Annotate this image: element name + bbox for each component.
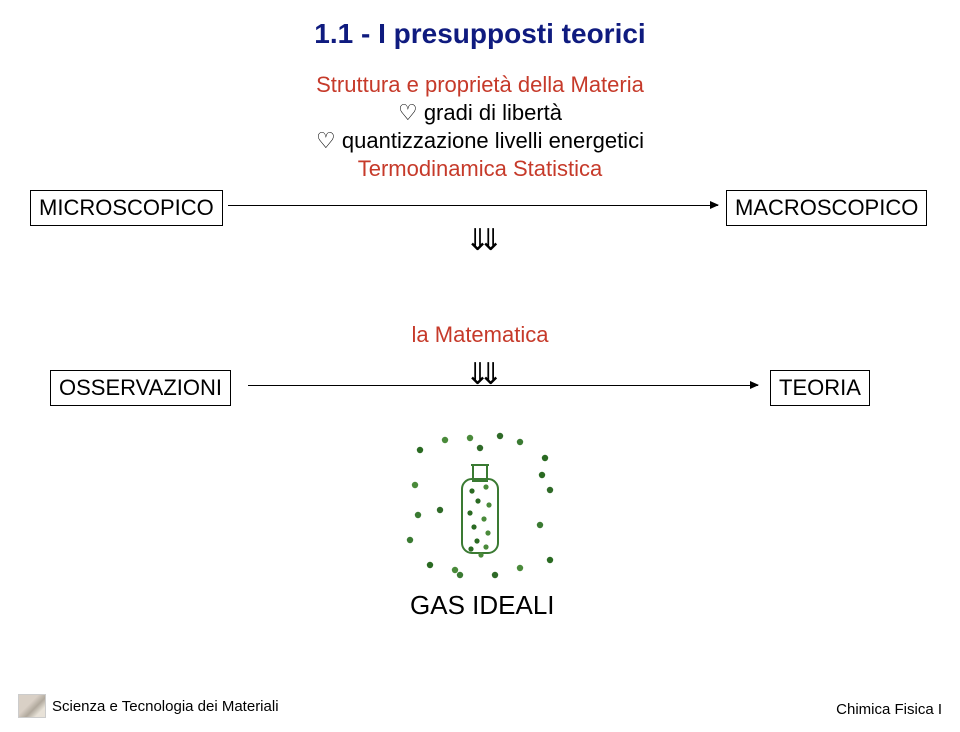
page-title: 1.1 - I presupposti teorici <box>230 18 730 50</box>
box-teoria-label: TEORIA <box>779 375 861 400</box>
box-macroscopico: MACROSCOPICO <box>726 190 927 226</box>
gas-ideali-label: GAS IDEALI <box>410 590 555 621</box>
footer-left-text: Scienza e Tecnologia dei Materiali <box>52 698 279 715</box>
arrow-osserv-to-teoria <box>248 385 758 386</box>
double-down-arrow-2: ⇓⇓ <box>465 360 491 390</box>
matematica-label: la Matematica <box>370 322 590 348</box>
bottle-illustration <box>400 430 560 580</box>
intro-line-0: Struttura e proprietà della Materia <box>260 72 700 98</box>
box-teoria: TEORIA <box>770 370 870 406</box>
arrow-micro-to-macro <box>228 205 718 206</box>
box-microscopico: MICROSCOPICO <box>30 190 223 226</box>
box-macroscopico-label: MACROSCOPICO <box>735 195 918 220</box>
box-osservazioni-label: OSSERVAZIONI <box>59 375 222 400</box>
double-down-arrow-1: ⇓⇓ <box>465 226 491 256</box>
footer-right: Chimica Fisica I <box>836 701 942 718</box>
intro-line-2: ♡ quantizzazione livelli energetici <box>260 128 700 154</box>
footer-left: Scienza e Tecnologia dei Materiali <box>18 694 279 718</box>
box-osservazioni: OSSERVAZIONI <box>50 370 231 406</box>
footer-logo-icon <box>18 694 46 718</box>
intro-line-1: ♡ gradi di libertà <box>260 100 700 126</box>
intro-line-3: Termodinamica Statistica <box>260 156 700 182</box>
box-microscopico-label: MICROSCOPICO <box>39 195 214 220</box>
